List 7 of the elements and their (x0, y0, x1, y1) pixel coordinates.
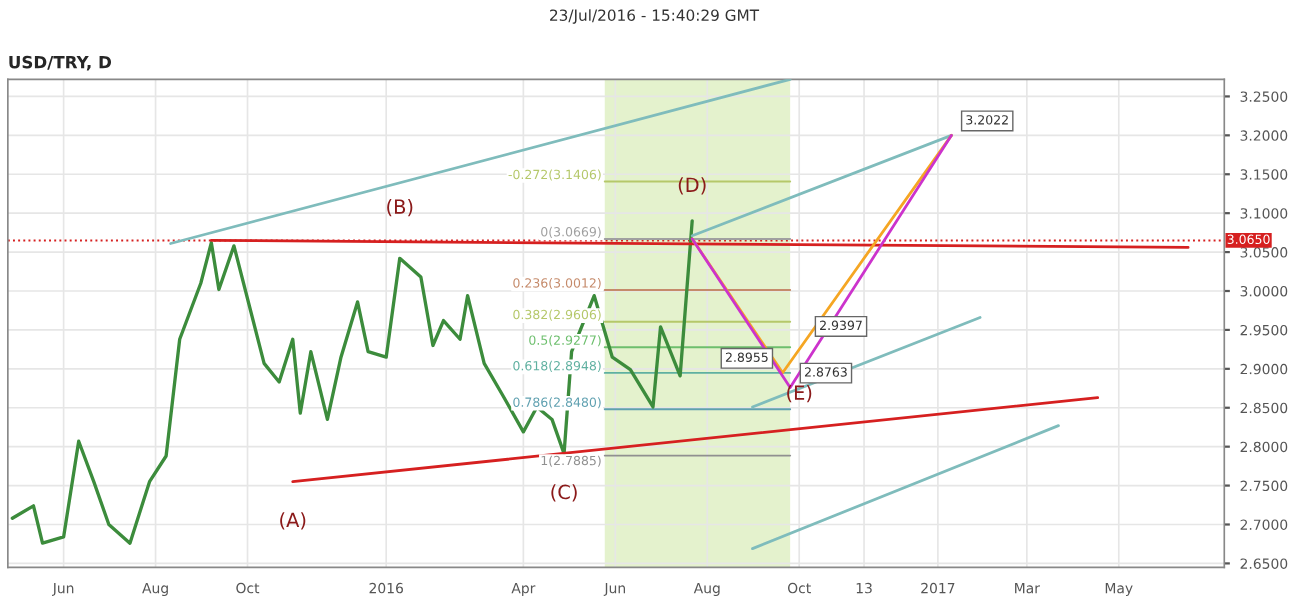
annotation: (A) (280, 512, 306, 530)
annotation: (E) (787, 384, 812, 403)
annotation: (C) (551, 484, 577, 502)
chart-title: USD/TRY, D (9, 55, 112, 71)
annotation: (D) (678, 177, 706, 195)
annotation: (B) (387, 198, 413, 217)
line-series (10, 219, 694, 545)
